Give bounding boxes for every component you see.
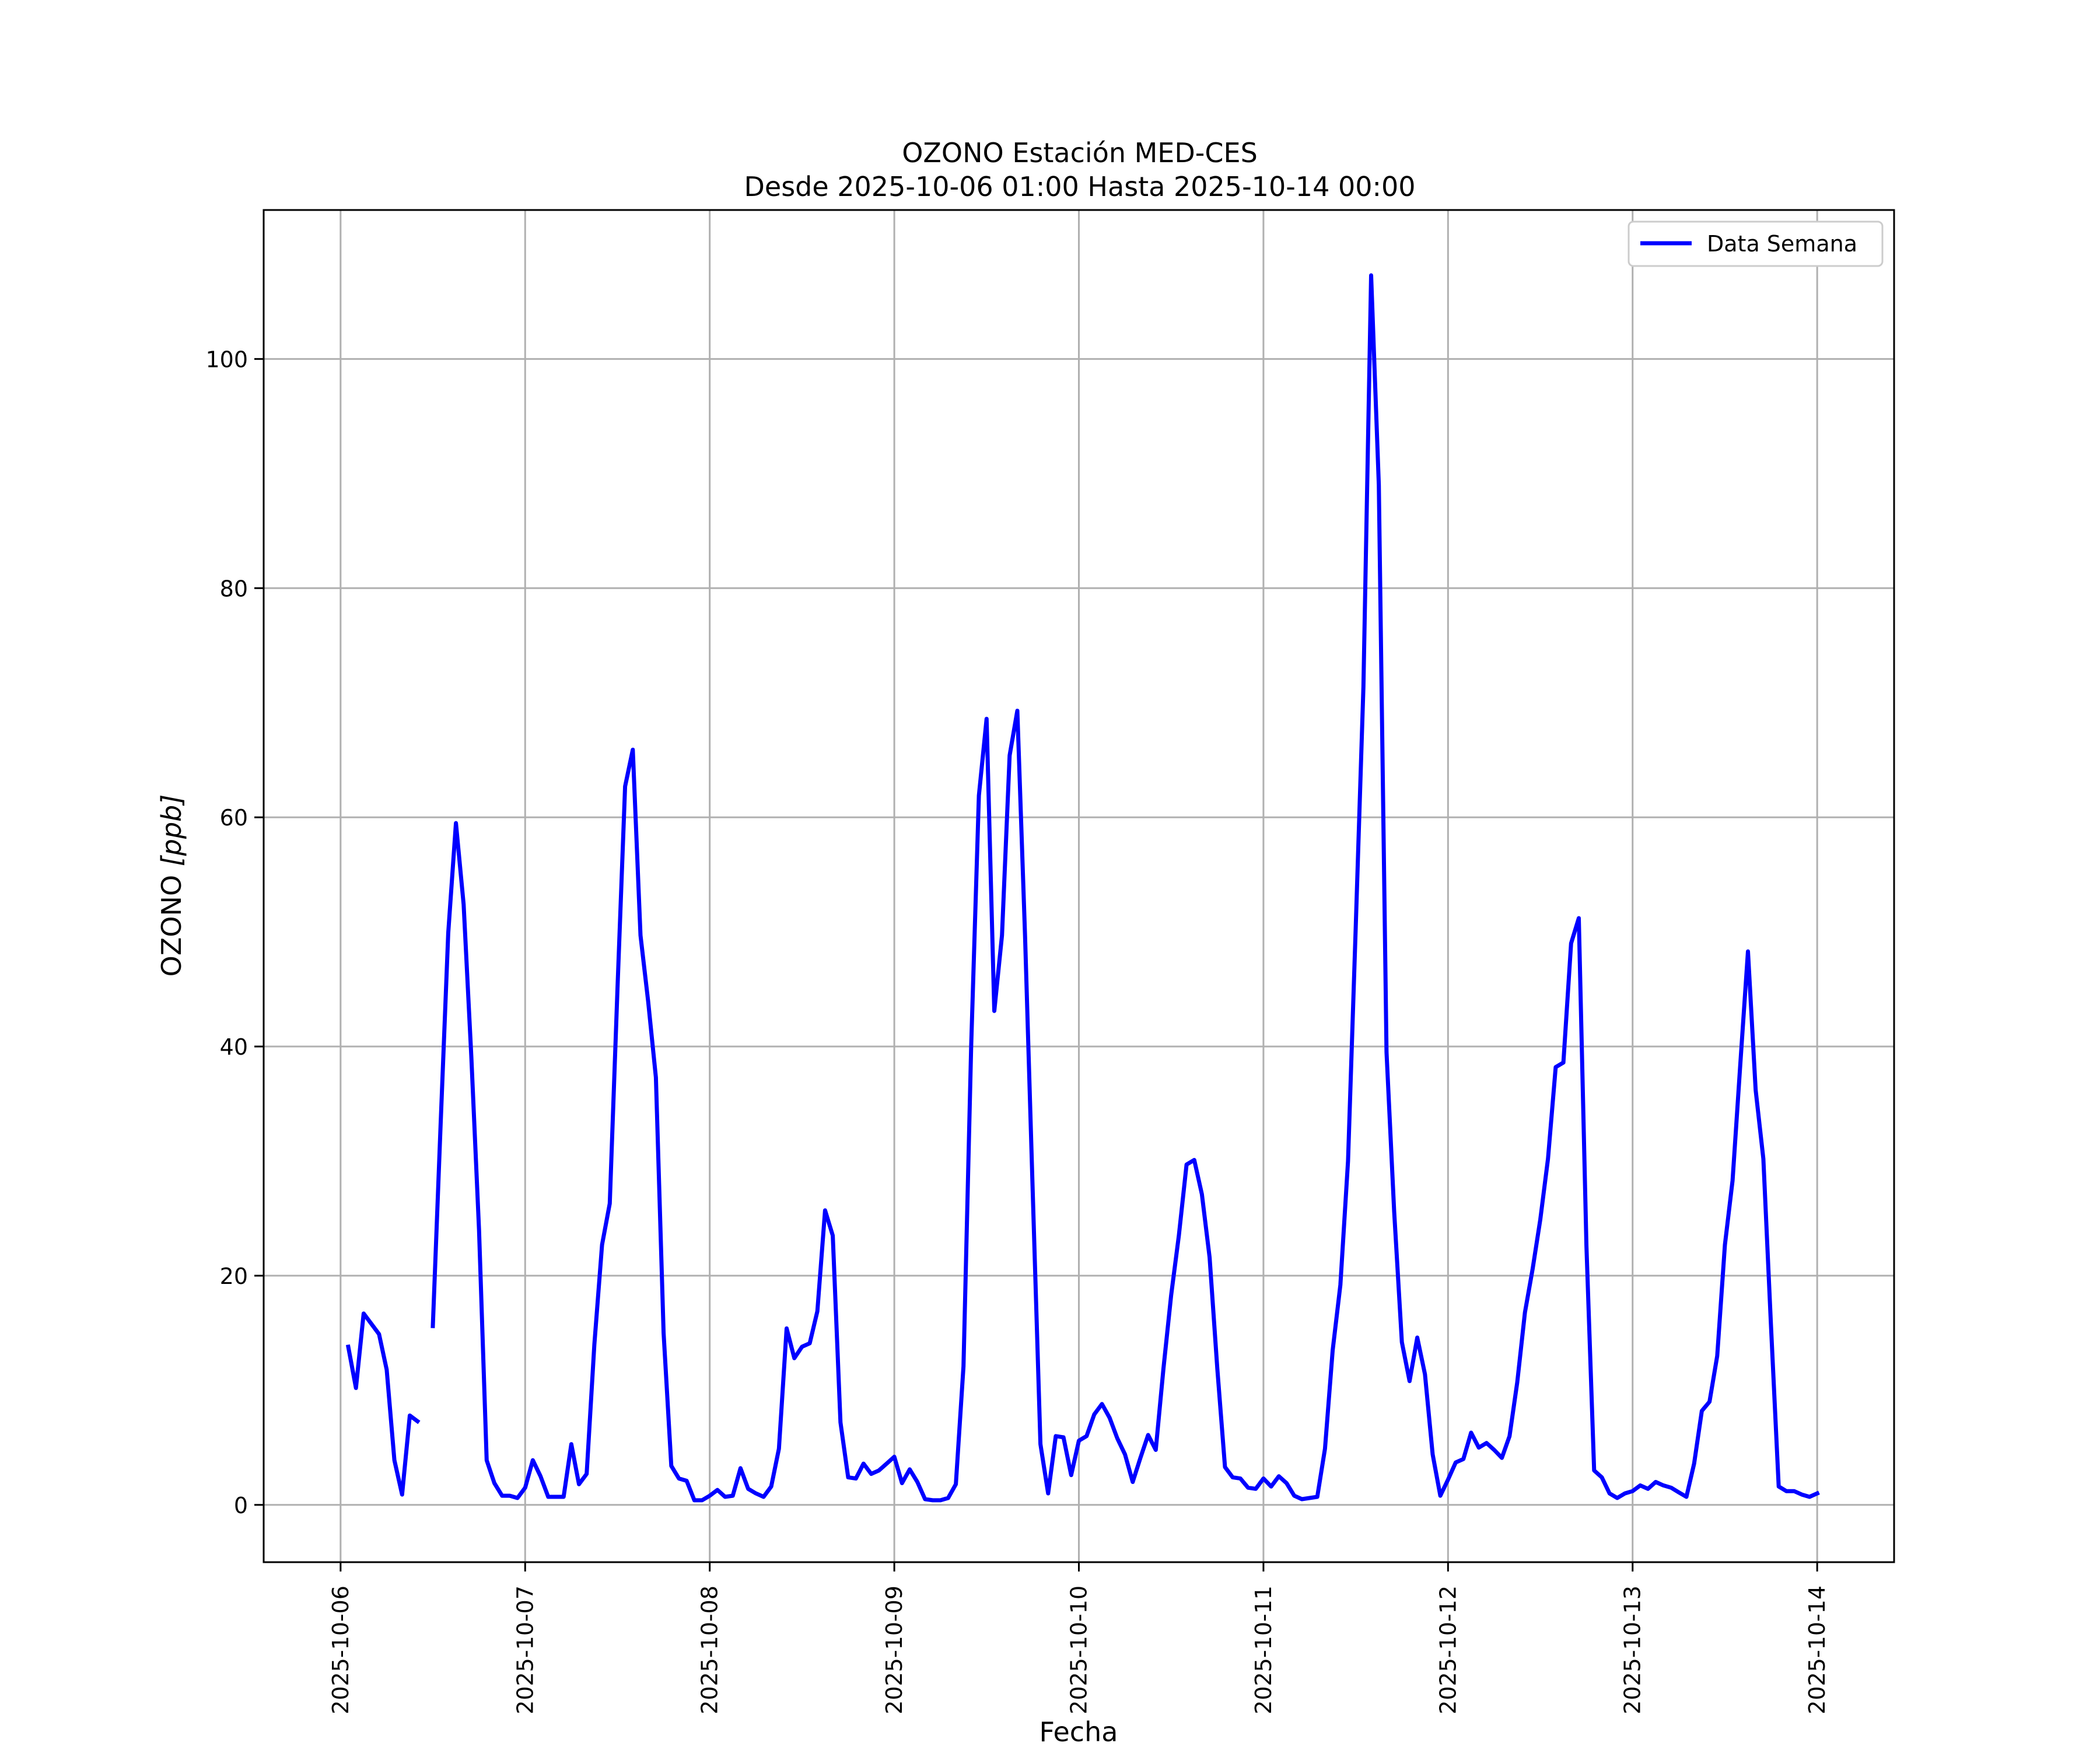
grid-lines: [264, 210, 1894, 1562]
x-tick-label: 2025-10-09: [881, 1586, 907, 1714]
x-tick-label: 2025-10-07: [512, 1586, 538, 1714]
y-axis-label-main: OZONO: [156, 866, 187, 977]
chart-subtitle: Desde 2025-10-06 01:00 Hasta 2025-10-14 …: [744, 171, 1415, 202]
x-tick-label: 2025-10-14: [1804, 1586, 1830, 1714]
x-tick-label: 2025-10-08: [697, 1586, 723, 1714]
legend-box: [1628, 220, 1884, 267]
legend-label: Data Semana: [1707, 231, 1857, 257]
x-tick-label: 2025-10-06: [328, 1586, 354, 1714]
y-tick-label: 20: [220, 1264, 248, 1289]
x-tick-label: 2025-10-12: [1435, 1586, 1461, 1714]
x-tick-label: 2025-10-11: [1251, 1586, 1276, 1714]
x-axis: 2025-10-06 2025-10-07 2025-10-08 2025-10-09…: [328, 1562, 1830, 1714]
y-axis-label-unit: [ppb]: [156, 794, 187, 867]
y-axis: 0 20 40 60 80 100: [205, 346, 264, 1518]
series-line-data-semana: [345, 273, 1820, 1503]
y-tick-label: 80: [220, 576, 248, 601]
y-tick-label: 0: [234, 1493, 248, 1518]
y-tick-label: 60: [220, 805, 248, 831]
x-tick-label: 2025-10-10: [1066, 1586, 1092, 1714]
x-tick-label: 2025-10-13: [1620, 1586, 1646, 1714]
legend: Data Semana: [1628, 220, 1884, 267]
chart-title: OZONO Estación MED-CES: [902, 137, 1258, 169]
y-tick-label: 40: [220, 1034, 248, 1060]
data-semana-line: [345, 273, 1820, 1503]
x-axis-label: Fecha: [1040, 1716, 1118, 1748]
y-axis-label: OZONO [ppb]: [156, 794, 187, 977]
y-tick-label: 100: [205, 346, 248, 372]
